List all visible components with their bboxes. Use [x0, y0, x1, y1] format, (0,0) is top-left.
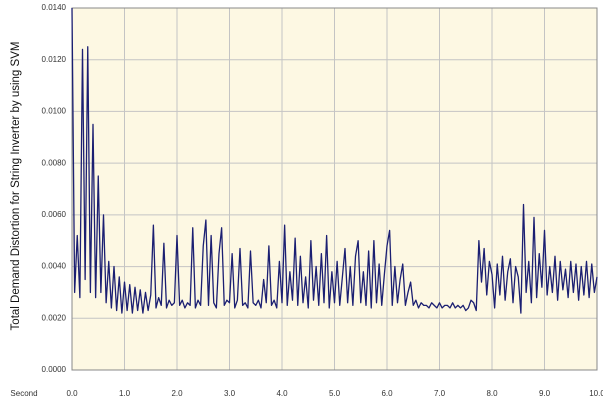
x-tick-label: 3.0: [224, 389, 236, 398]
y-tick-label: 0.0000: [42, 365, 67, 374]
y-tick-label: 0.0100: [42, 107, 67, 116]
x-tick-label: 8.0: [486, 389, 498, 398]
y-tick-label: 0.0020: [42, 313, 67, 322]
y-tick-label: 0.0120: [42, 55, 67, 64]
x-tick-label: 4.0: [276, 389, 288, 398]
x-tick-label: 2.0: [171, 389, 183, 398]
x-tick-label: 10.0: [589, 389, 603, 398]
x-tick-label: 1.0: [119, 389, 131, 398]
x-axis-title: Second: [10, 389, 37, 398]
data-line: [71, 7, 598, 314]
x-tick-label: 6.0: [381, 389, 393, 398]
x-tick-label: 7.0: [434, 389, 446, 398]
x-tick-label: 0.0: [66, 389, 78, 398]
y-tick-label: 0.0040: [42, 262, 67, 271]
y-axis-title: Total Demand Distortion for String Inver…: [10, 42, 22, 331]
x-tick-label: 9.0: [539, 389, 551, 398]
x-tick-label: 5.0: [329, 389, 341, 398]
y-tick-label: 0.0060: [42, 210, 67, 219]
y-tick-label: 0.0140: [42, 3, 67, 12]
plot-border: [71, 7, 598, 371]
y-tick-label: 0.0080: [42, 158, 67, 167]
